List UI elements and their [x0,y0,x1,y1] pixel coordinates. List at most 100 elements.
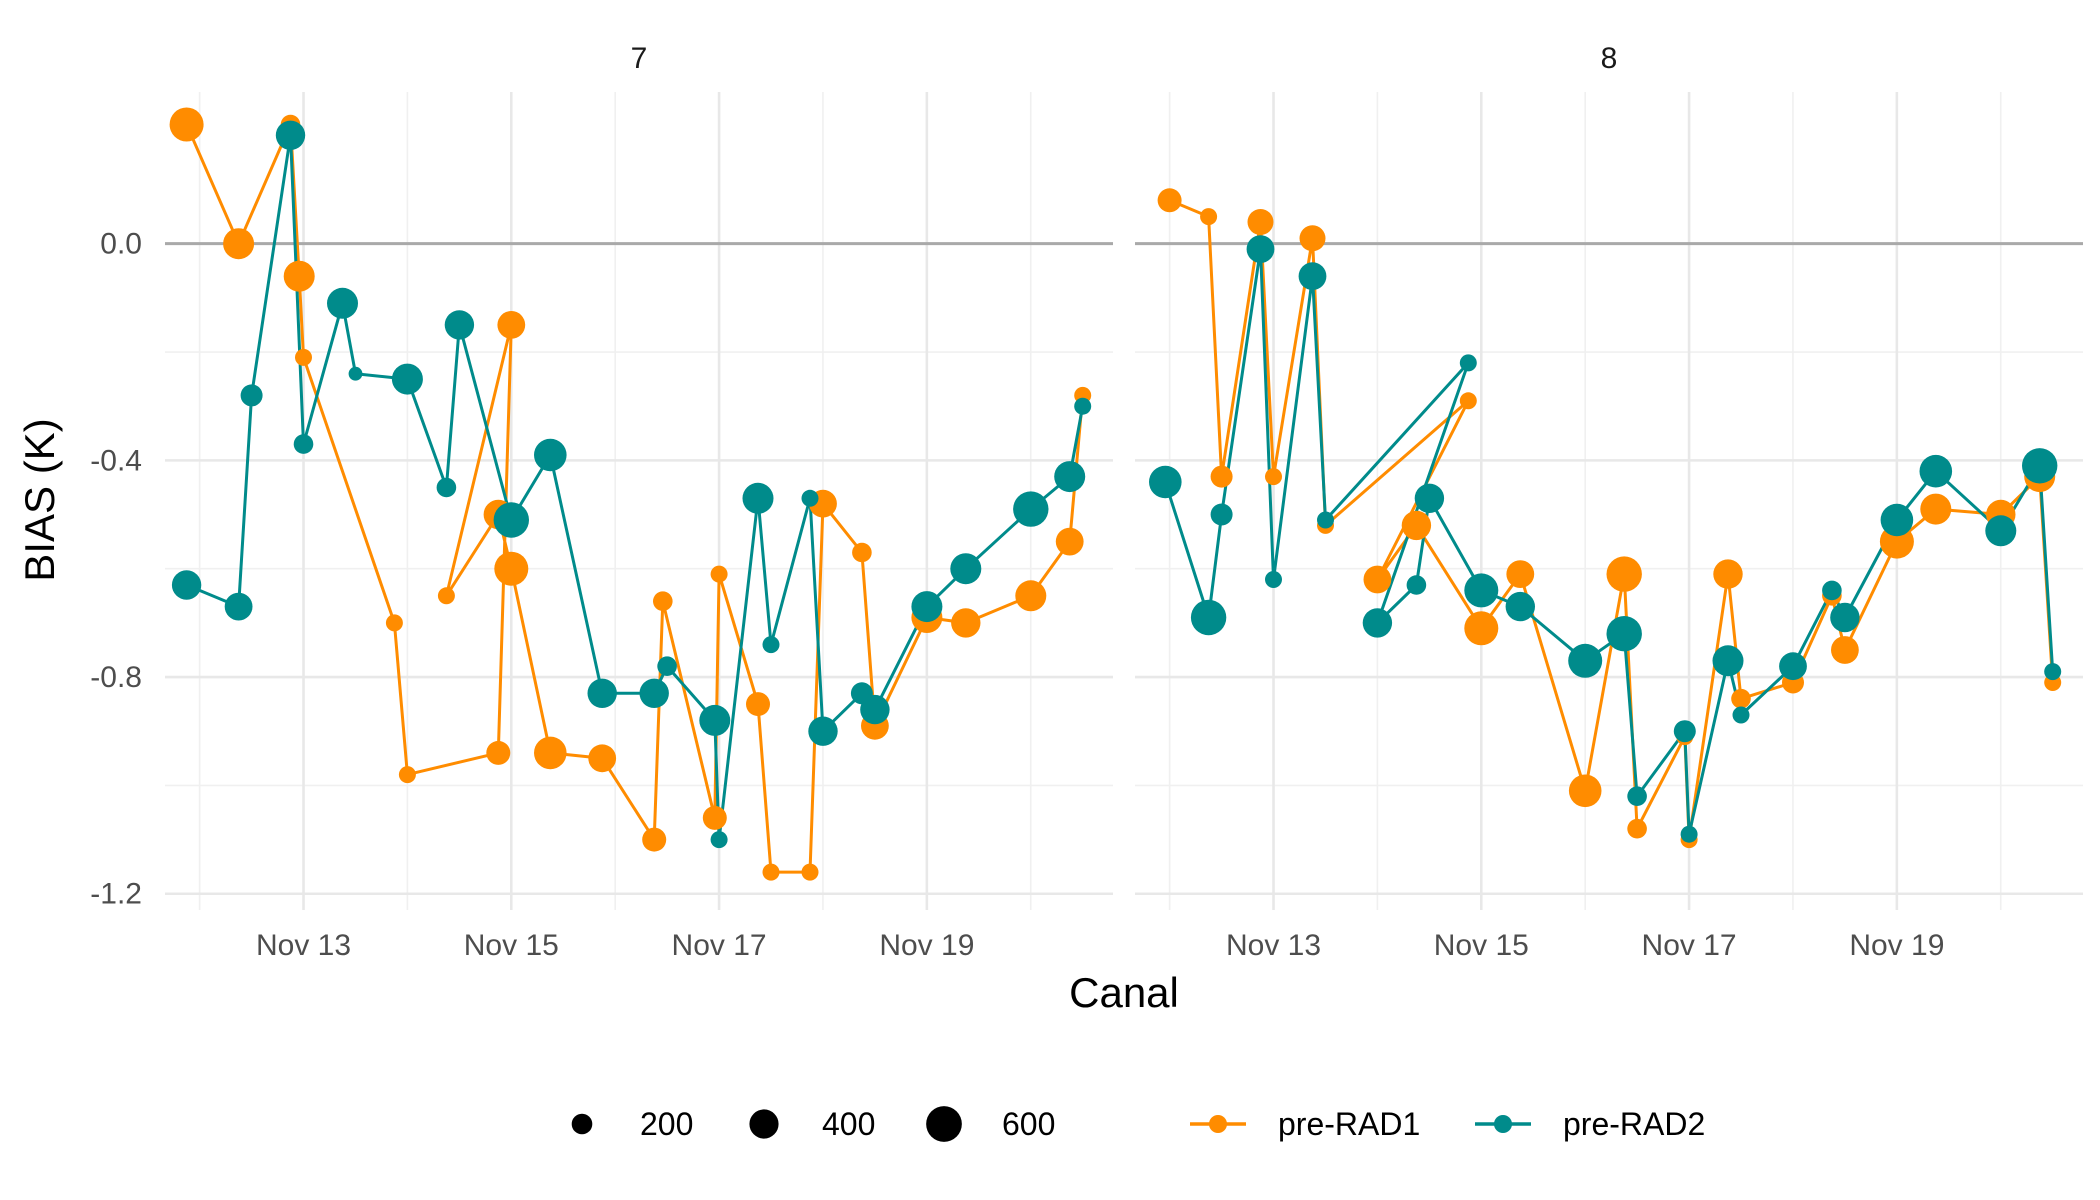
panel-8: 8 Nov 13 Nov 15 Nov 17 Nov 19 [1135,42,2083,962]
data-point-pre-RAD1 [497,311,526,339]
data-point-pre-RAD1 [951,608,981,638]
data-point-pre-RAD2 [391,363,423,395]
data-point-pre-RAD1 [746,692,770,717]
y-tick-label: -0.8 [90,661,142,694]
data-point-pre-RAD2 [639,678,669,708]
data-point-pre-RAD2 [293,434,314,454]
y-tick-label: -0.4 [90,444,142,477]
data-point-pre-RAD1 [1157,188,1182,213]
data-point-pre-RAD1 [1627,818,1647,839]
series-line-pre-RAD2 [186,133,1085,842]
data-point-pre-RAD2 [1505,591,1536,622]
data-point-pre-RAD2 [1298,262,1327,291]
data-point-pre-RAD2 [1265,571,1282,588]
data-point-pre-RAD2 [1149,465,1182,499]
data-point-pre-RAD2 [1880,503,1914,537]
data-point-pre-RAD1 [1363,565,1392,594]
data-point-pre-RAD1 [1464,611,1499,646]
data-point-pre-RAD1 [1401,510,1432,541]
series-line-pre-RAD1 [1169,198,2055,842]
data-point-pre-RAD2 [657,656,677,676]
data-point-pre-RAD2 [1464,573,1499,608]
data-point-pre-RAD1 [1459,392,1477,410]
data-point-pre-RAD2 [1362,608,1393,638]
series-legend-label: pre-RAD1 [1278,1106,1420,1142]
data-point-pre-RAD2 [1627,786,1647,806]
data-point-pre-RAD2 [1822,580,1842,601]
data-point-pre-RAD1 [486,740,511,765]
size-legend-label: 600 [1002,1106,1055,1142]
data-point-pre-RAD1 [642,827,667,852]
x-tick-label: Nov 15 [464,929,559,962]
size-legend-key [571,1113,593,1135]
size-legend-label: 200 [640,1106,693,1142]
data-point-pre-RAD2 [1680,825,1698,843]
data-point-pre-RAD1 [1606,556,1642,592]
data-point-pre-RAD2 [911,591,943,623]
data-point-pre-RAD2 [1459,354,1477,372]
data-point-pre-RAD1 [1299,225,1326,252]
data-point-pre-RAD1 [710,565,728,583]
data-point-pre-RAD2 [587,678,617,708]
x-tick-label: Nov 17 [1642,929,1737,962]
data-point-pre-RAD1 [534,736,567,770]
data-point-pre-RAD2 [1013,491,1049,527]
data-point-pre-RAD1 [1247,209,1274,235]
data-point-pre-RAD2 [950,553,982,585]
x-tick-label: Nov 13 [1226,929,1321,962]
data-point-pre-RAD2 [699,704,731,736]
data-point-pre-RAD1 [1920,493,1952,525]
data-point-pre-RAD1 [588,744,617,773]
data-point-pre-RAD2 [1054,461,1086,493]
size-legend-label: 400 [822,1106,875,1142]
x-tick-label: Nov 19 [879,929,974,962]
data-point-pre-RAD1 [1831,636,1859,664]
data-point-pre-RAD1 [801,863,819,881]
data-point-pre-RAD2 [275,120,306,150]
series-line-pre-RAD1 [185,123,1085,874]
data-point-pre-RAD2 [1074,397,1092,415]
data-point-pre-RAD1 [1568,774,1602,808]
data-point-pre-RAD1 [1506,560,1535,588]
size-legend-key [926,1106,962,1142]
data-point-pre-RAD2 [1919,454,1953,488]
data-point-pre-RAD2 [801,489,819,507]
data-point-pre-RAD2 [1779,652,1807,681]
data-point-pre-RAD2 [1210,503,1233,526]
data-point-pre-RAD1 [398,766,416,784]
x-tick-label: Nov 17 [672,929,767,962]
data-point-pre-RAD1 [283,260,315,292]
data-point-pre-RAD1 [494,551,529,586]
data-point-pre-RAD2 [240,384,263,407]
data-point-pre-RAD2 [348,366,363,381]
data-point-pre-RAD2 [1568,643,1603,678]
data-point-pre-RAD1 [1210,465,1233,488]
data-point-pre-RAD1 [385,614,403,632]
data-point-pre-RAD2 [2044,663,2062,681]
series-legend-label: pre-RAD2 [1563,1106,1705,1142]
data-point-pre-RAD2 [1606,616,1642,652]
size-legend-key [749,1109,779,1139]
x-tick-label: Nov 13 [256,929,351,962]
data-point-pre-RAD2 [224,592,253,621]
data-point-pre-RAD1 [1055,527,1084,556]
data-point-pre-RAD1 [1265,468,1282,486]
data-point-pre-RAD1 [653,591,673,611]
data-point-pre-RAD2 [742,482,774,514]
data-point-pre-RAD2 [1985,515,2017,547]
data-point-pre-RAD2 [327,287,358,319]
panel-title: 7 [631,42,648,75]
data-point-pre-RAD1 [295,348,312,366]
panel-7: 7 Nov 13 Nov 15 Nov 17 Nov 19 [165,42,1113,962]
data-point-pre-RAD2 [1732,706,1750,724]
series-legend-marker [1494,1115,1512,1133]
data-point-pre-RAD2 [534,438,567,472]
x-tick-label: Nov 19 [1849,929,1944,962]
data-point-pre-RAD2 [1414,483,1445,513]
panel-title: 8 [1601,42,1618,75]
data-point-pre-RAD2 [171,570,202,600]
data-point-pre-RAD2 [860,694,890,725]
series-legend-marker [1209,1115,1227,1133]
series-line-pre-RAD2 [1163,247,2055,836]
